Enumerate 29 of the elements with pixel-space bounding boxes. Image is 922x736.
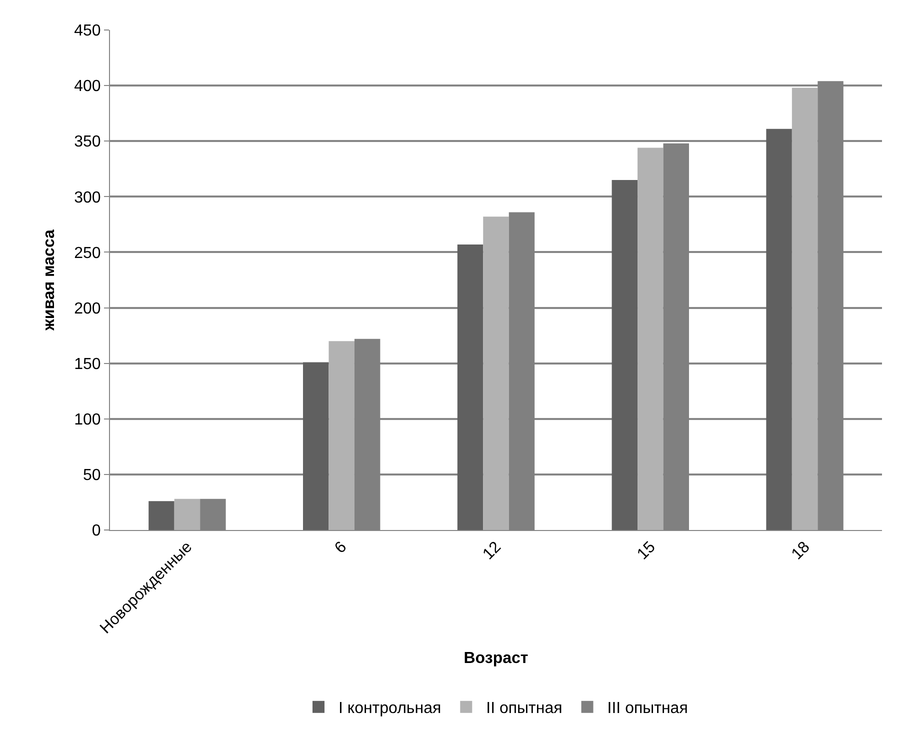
y-tick-label: 150 bbox=[74, 356, 101, 373]
y-tick-label: 0 bbox=[92, 522, 101, 540]
bar bbox=[766, 128, 792, 530]
y-tick-label: 350 bbox=[74, 134, 101, 151]
y-tick-label: 450 bbox=[74, 22, 101, 40]
bar bbox=[638, 148, 664, 530]
x-tick-label: 15 bbox=[634, 538, 659, 564]
x-tick-label: 12 bbox=[480, 538, 505, 564]
y-tick-label: 250 bbox=[74, 244, 101, 262]
x-tick-label: 6 bbox=[332, 538, 350, 557]
legend-label: I контрольная bbox=[338, 700, 442, 718]
legend-label: II опытная bbox=[486, 700, 562, 718]
bar bbox=[303, 362, 329, 530]
bar bbox=[148, 501, 174, 530]
y-tick-label: 300 bbox=[74, 189, 101, 206]
y-tick-label: 50 bbox=[83, 467, 101, 484]
y-tick-label: 100 bbox=[74, 411, 101, 428]
bar bbox=[457, 244, 484, 530]
bar bbox=[483, 216, 509, 530]
x-tick-label: 18 bbox=[788, 538, 814, 564]
bar bbox=[174, 498, 200, 530]
bar bbox=[612, 180, 638, 530]
y-tick-label: 400 bbox=[74, 78, 101, 96]
legend-label: III опытная bbox=[607, 700, 688, 718]
bar bbox=[328, 341, 354, 530]
bar bbox=[792, 88, 818, 530]
x-axis-title: Возраст bbox=[464, 650, 528, 667]
y-axis-title: живая масса bbox=[40, 229, 58, 332]
y-tick-label: 200 bbox=[74, 300, 101, 318]
